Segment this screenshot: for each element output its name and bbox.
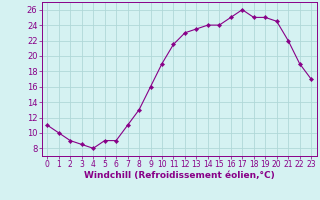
X-axis label: Windchill (Refroidissement éolien,°C): Windchill (Refroidissement éolien,°C)	[84, 171, 275, 180]
